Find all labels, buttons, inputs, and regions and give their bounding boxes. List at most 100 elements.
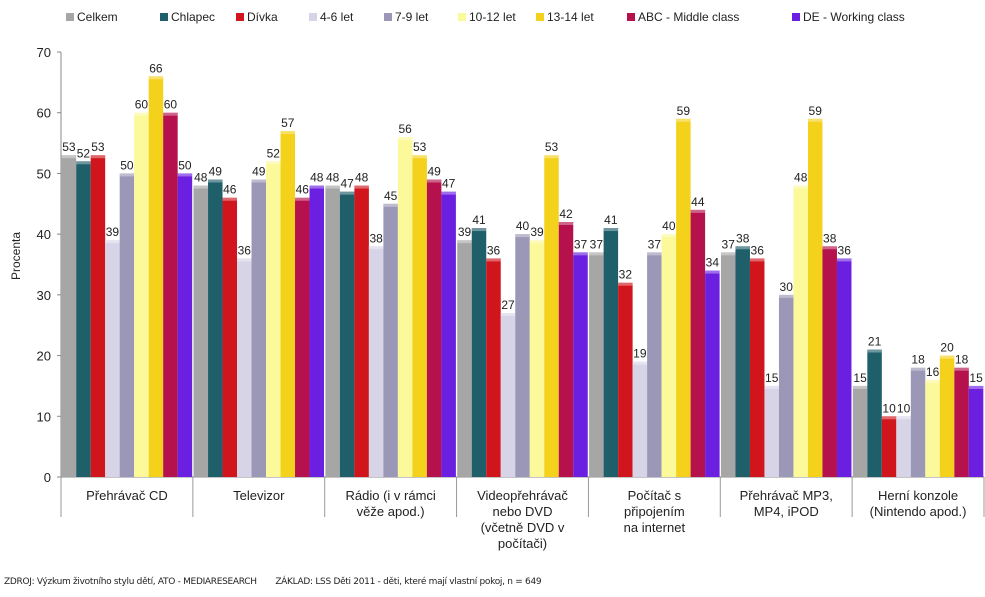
data-label: 40 — [516, 219, 530, 233]
bar-highlight — [793, 185, 808, 189]
legend-label: ABC - Middle class — [638, 10, 739, 24]
bar-highlight — [764, 385, 779, 389]
bar-highlight — [647, 252, 662, 256]
bar — [589, 252, 604, 477]
bar-highlight — [368, 246, 384, 250]
bar-highlight — [251, 179, 267, 183]
bar-highlight — [295, 197, 310, 201]
legend-swatch — [792, 13, 800, 21]
y-tick-label: 40 — [37, 227, 51, 242]
data-label: 53 — [91, 140, 105, 154]
footer-base: ZÁKLAD: LSS Děti 2011 - děti, které mají… — [275, 577, 542, 587]
bar — [852, 385, 868, 477]
data-label: 38 — [823, 231, 837, 245]
bar-highlight — [426, 179, 442, 183]
bar-highlight — [148, 76, 164, 80]
bar-highlight — [661, 234, 677, 238]
bar — [471, 228, 487, 477]
bar — [544, 155, 559, 477]
bar — [368, 246, 384, 477]
data-label: 48 — [794, 171, 808, 185]
bar — [793, 185, 808, 478]
bar-highlight — [441, 191, 456, 195]
bar-highlight — [90, 155, 106, 159]
data-label: 41 — [604, 213, 618, 227]
bar — [237, 258, 252, 477]
bar-highlight — [397, 137, 413, 140]
category-label: počítači) — [498, 536, 547, 551]
y-tick-label: 50 — [37, 166, 51, 181]
category-labels: Přehrávač CD Televizor Rádio (i v rámcivěž… — [86, 488, 966, 551]
data-label: 40 — [662, 219, 676, 233]
bar-highlight — [968, 385, 984, 389]
bar — [529, 240, 545, 477]
y-tick-label: 60 — [37, 106, 51, 121]
bar-highlight — [457, 240, 472, 244]
bar — [822, 246, 837, 477]
bar-highlight — [603, 228, 619, 232]
data-label: 38 — [369, 231, 383, 245]
bar-highlight — [383, 203, 398, 207]
bar — [134, 112, 149, 477]
bar — [705, 270, 720, 477]
bar-highlight — [544, 155, 559, 159]
data-label: 15 — [765, 371, 779, 385]
footer: ZDROJ: Výzkum životního stylu dětí, ATO … — [4, 577, 979, 593]
bar — [939, 355, 955, 477]
bar — [412, 155, 427, 477]
bar — [177, 173, 193, 477]
data-label: 53 — [62, 140, 76, 154]
category-label: na internet — [624, 520, 686, 535]
bar-highlight — [500, 313, 516, 317]
data-label: 59 — [809, 104, 823, 118]
data-label: 52 — [77, 146, 91, 160]
bar — [325, 185, 340, 478]
bar — [910, 367, 926, 477]
data-label: 48 — [326, 171, 340, 185]
data-label: 38 — [736, 231, 750, 245]
data-label: 50 — [178, 158, 192, 172]
bar-highlight — [690, 209, 706, 213]
bar-highlight — [193, 185, 209, 189]
bar-highlight — [354, 185, 369, 189]
bar — [383, 203, 398, 478]
data-label: 34 — [706, 256, 720, 270]
bars — [61, 76, 984, 478]
data-label: 48 — [194, 171, 208, 185]
data-label: 48 — [310, 171, 324, 185]
data-label: 46 — [223, 183, 237, 197]
bar-highlight — [309, 185, 325, 189]
data-label: 45 — [384, 189, 398, 203]
legend-swatch — [66, 13, 74, 21]
bar — [148, 76, 164, 478]
bar-highlight — [618, 282, 633, 286]
y-tick-label: 10 — [37, 409, 51, 424]
legend-swatch — [236, 13, 244, 21]
legend: Celkem Chlapec Dívka 4-6 let 7-9 let 10-12 le… — [66, 10, 905, 24]
data-label: 52 — [267, 146, 281, 160]
data-label: 49 — [252, 165, 266, 179]
bar — [486, 258, 501, 477]
bar — [105, 240, 120, 477]
bar-highlight — [529, 240, 545, 244]
data-label: 37 — [590, 237, 604, 251]
data-label: 37 — [574, 237, 588, 251]
bar — [778, 294, 794, 477]
data-label: 27 — [501, 298, 515, 312]
bar — [925, 379, 940, 477]
bar — [61, 155, 77, 477]
bar — [295, 197, 310, 477]
bar — [836, 258, 852, 477]
bar-highlight — [105, 240, 120, 244]
data-label: 36 — [487, 243, 501, 257]
data-label: 15 — [969, 371, 983, 385]
bar — [354, 185, 369, 478]
bar-highlight — [412, 155, 427, 159]
legend-swatch — [309, 13, 317, 21]
category-label: MP4, iPOD — [754, 504, 819, 519]
bar-highlight — [177, 173, 193, 177]
data-label: 47 — [340, 177, 354, 191]
data-label: 15 — [853, 371, 867, 385]
data-label: 66 — [149, 61, 163, 75]
y-tick-label: 0 — [44, 470, 51, 485]
